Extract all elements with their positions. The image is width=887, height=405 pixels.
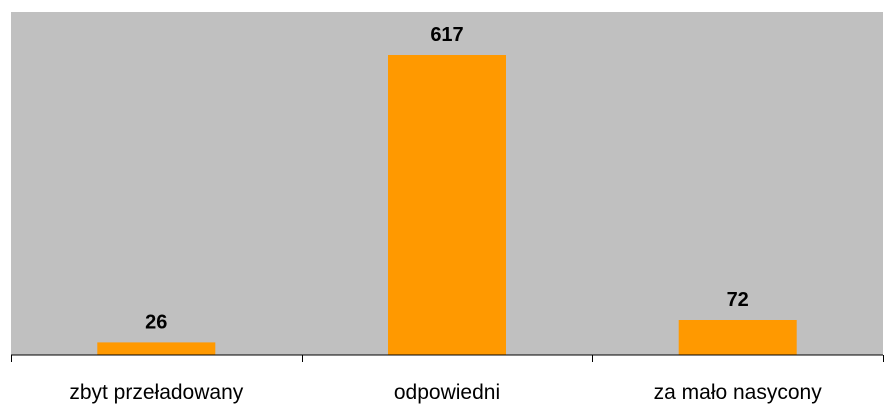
data-label-1: 26 bbox=[145, 311, 167, 333]
x-tick-label-2: odpowiedni bbox=[394, 381, 500, 404]
x-tick-labels: zbyt przeładowany odpowiedni za mało nasyc… bbox=[69, 381, 822, 404]
x-axis bbox=[11, 354, 884, 362]
x-tick-label-3: za mało nasycony bbox=[654, 381, 823, 404]
bar-2 bbox=[388, 55, 506, 355]
bars-layer bbox=[97, 55, 797, 355]
bar-3 bbox=[678, 320, 797, 355]
data-label-2: 617 bbox=[430, 24, 463, 46]
data-label-3: 72 bbox=[727, 289, 749, 311]
x-tick-label-1: zbyt przeładowany bbox=[69, 381, 243, 404]
bar-1 bbox=[97, 342, 216, 355]
data-labels-layer: 26 617 72 bbox=[145, 24, 749, 333]
